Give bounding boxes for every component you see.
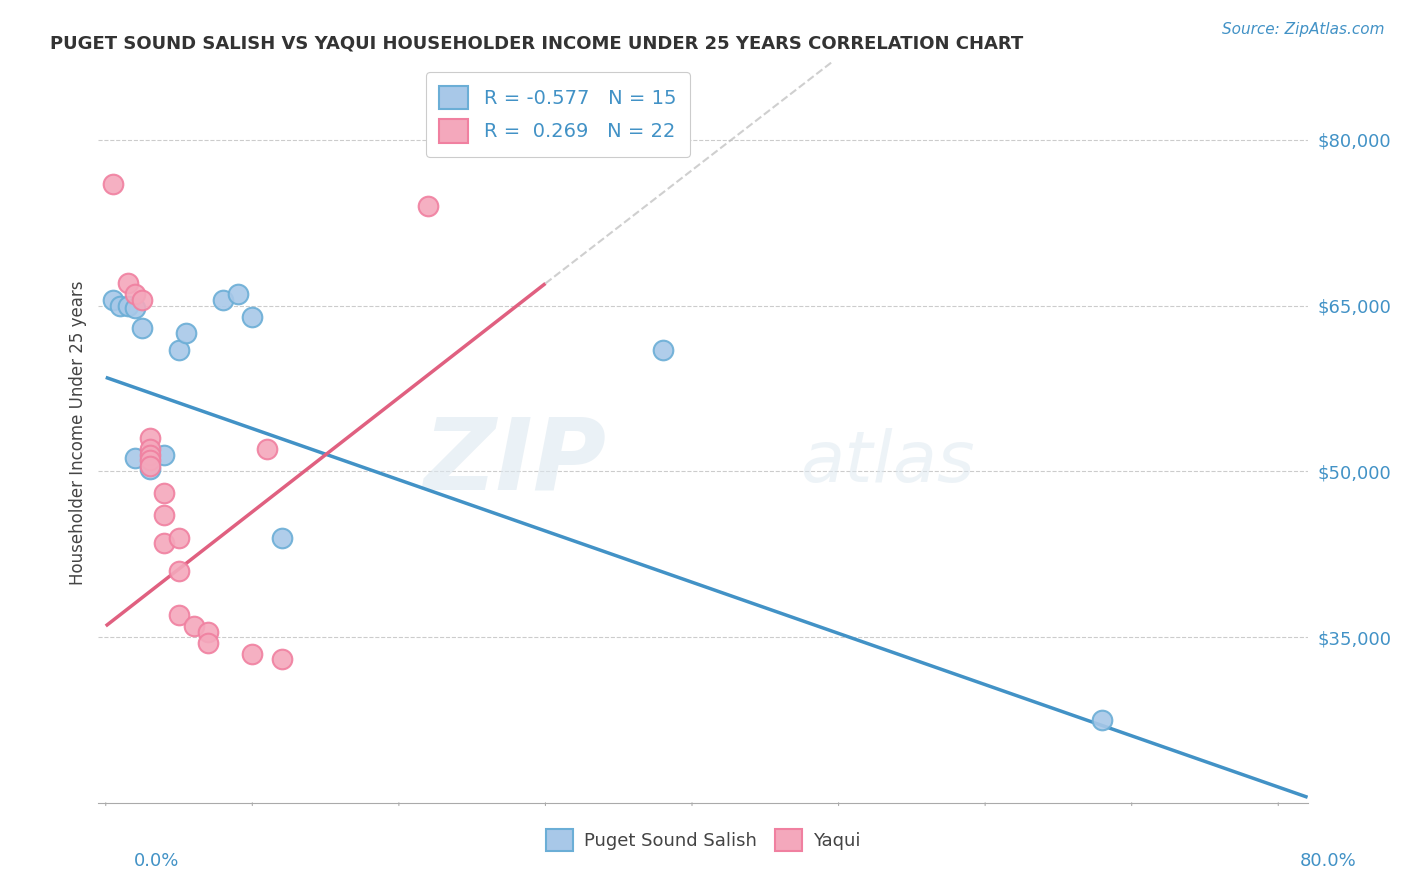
Point <box>651 343 673 357</box>
Point <box>138 462 160 476</box>
Point <box>197 635 219 649</box>
Point <box>226 287 249 301</box>
Point <box>101 177 124 191</box>
Point <box>101 293 124 307</box>
Point <box>124 301 146 315</box>
Point <box>153 508 176 523</box>
Text: PUGET SOUND SALISH VS YAQUI HOUSEHOLDER INCOME UNDER 25 YEARS CORRELATION CHART: PUGET SOUND SALISH VS YAQUI HOUSEHOLDER … <box>51 35 1024 53</box>
Text: atlas: atlas <box>800 428 974 497</box>
Point <box>131 293 153 307</box>
Point <box>153 448 176 462</box>
Point <box>138 431 160 445</box>
Point <box>138 453 160 467</box>
Text: Source: ZipAtlas.com: Source: ZipAtlas.com <box>1222 22 1385 37</box>
Point <box>240 310 263 324</box>
Point <box>1091 713 1114 727</box>
Point <box>270 652 292 666</box>
Point <box>176 326 198 341</box>
Y-axis label: Householder Income Under 25 years: Householder Income Under 25 years <box>69 280 87 585</box>
Point <box>167 531 190 545</box>
Point <box>138 442 160 457</box>
Point <box>270 531 292 545</box>
Point <box>240 647 263 661</box>
Point <box>153 536 176 550</box>
Point <box>256 442 278 457</box>
Legend: Puget Sound Salish, Yaqui: Puget Sound Salish, Yaqui <box>537 821 869 861</box>
Text: 0.0%: 0.0% <box>134 852 179 870</box>
Point <box>167 564 190 578</box>
Point <box>167 343 190 357</box>
Point <box>117 299 139 313</box>
Point <box>183 619 205 633</box>
Point <box>131 320 153 334</box>
Text: ZIP: ZIP <box>423 414 606 511</box>
Point <box>138 448 160 462</box>
Point <box>212 293 235 307</box>
Point <box>418 199 440 213</box>
Point <box>153 486 176 500</box>
Point <box>138 458 160 473</box>
Point <box>110 299 132 313</box>
Text: 80.0%: 80.0% <box>1301 852 1357 870</box>
Point <box>124 450 146 465</box>
Point <box>197 624 219 639</box>
Point <box>117 277 139 291</box>
Point <box>167 607 190 622</box>
Point <box>124 287 146 301</box>
